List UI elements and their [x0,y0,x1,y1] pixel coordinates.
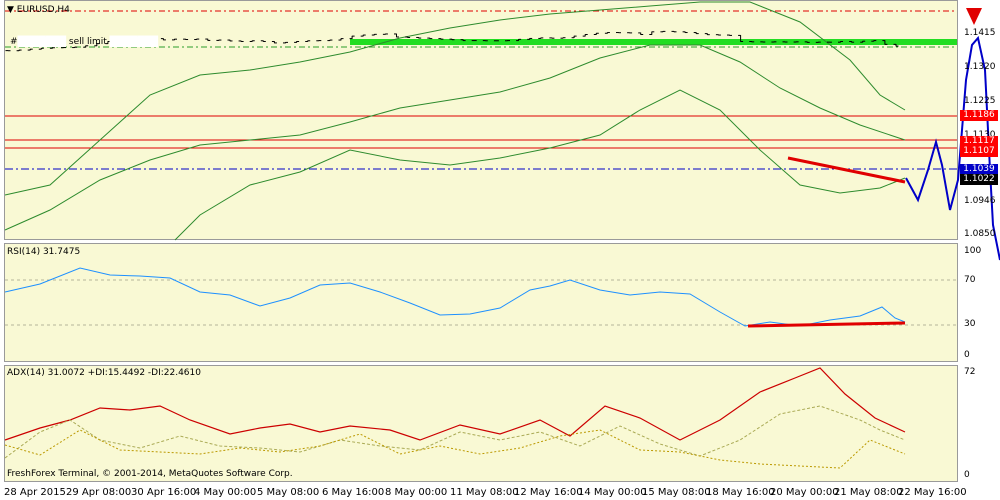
x-tick: 29 Apr 08:00 [66,487,132,498]
rsi-tick: 70 [964,275,976,285]
x-tick: 21 May 08:00 [834,487,903,498]
x-tick: 12 May 16:00 [514,487,583,498]
x-tick: 11 May 08:00 [450,487,519,498]
adx-minus-di [4,429,906,469]
price-box-blue: 1.1039 [960,164,998,175]
rsi-tick: 0 [964,350,970,360]
sell-limit-mask: ███████ [17,37,66,47]
x-tick: 6 May 16:00 [322,487,385,498]
sell-limit-label: #███████ sell limit ███████ [10,37,159,47]
rsi-line [4,267,906,327]
symbol-dropdown-icon[interactable]: ▼ [7,5,14,15]
price-box-level: 1.1107 [960,146,998,157]
price-tick: 1.1320 [964,62,996,72]
price-box-level: 1.1117 [960,136,998,147]
x-tick: 28 Apr 2015 [4,487,66,498]
price-trendline [787,156,906,184]
x-tick: 4 May 00:00 [194,487,257,498]
rsi-tick: 100 [964,246,982,256]
x-tick: 30 Apr 16:00 [131,487,197,498]
sell-limit-text: sell limit [68,37,107,47]
x-tick: 22 May 16:00 [898,487,967,498]
copyright-text: FreshForex Terminal, © 2001-2014, MetaQu… [7,469,293,479]
sell-limit-mask-2: ███████ [109,37,159,47]
x-tick: 20 May 00:00 [770,487,839,498]
x-tick: 14 May 00:00 [578,487,647,498]
adx-panel[interactable] [4,365,958,482]
rsi-panel[interactable] [4,243,958,362]
bollinger-upper [4,1,906,196]
price-tick: 1.1415 [964,28,996,38]
x-tick: 15 May 08:00 [642,487,711,498]
adx-tick: 0 [964,470,970,480]
bollinger-middle [4,44,906,231]
down-arrow-icon [966,8,982,25]
bollinger-lower [174,89,906,241]
price-tick: 1.0850 [964,229,996,239]
rsi-label: RSI(14) 31.7475 [7,247,81,257]
adx-tick: 72 [964,367,976,377]
adx-line [4,367,906,441]
symbol-text: EURUSD,H4 [16,5,70,15]
x-tick: 18 May 16:00 [706,487,775,498]
x-tick: 8 May 00:00 [385,487,448,498]
price-box-resistance: 1.1186 [960,110,998,121]
price-box-current: 1.1022 [960,174,998,185]
rsi-tick: 30 [964,319,976,329]
rsi-trendline [747,321,906,328]
price-tick: 1.0946 [964,196,996,206]
price-tick: 1.1225 [964,96,996,106]
symbol-label: ▼ EURUSD,H4 [7,5,70,15]
adx-plus-di [4,405,906,459]
x-tick: 5 May 08:00 [257,487,320,498]
price-tick: 1.1130 [964,130,996,140]
adx-label: ADX(14) 31.0072 +DI:15.4492 -DI:22.4610 [7,368,201,378]
